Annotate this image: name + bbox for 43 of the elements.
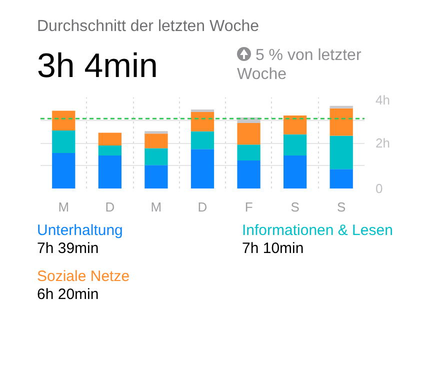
x-tick-label: M [58,199,70,214]
x-tick-label: S [337,199,346,214]
bar [330,108,353,136]
y-tick-label: 0 [376,180,383,196]
bar [284,155,307,188]
text: Soziale Netze [37,268,130,286]
bar [144,148,168,166]
x-tick-label: D [105,199,115,214]
x-tick-label: M [150,199,162,214]
bar [330,136,353,170]
bar [98,145,122,156]
x-tick-label: S [290,199,300,214]
bar [144,165,168,188]
bar [52,152,76,188]
bar [190,110,214,112]
bar [237,160,260,188]
bar [98,155,122,188]
text: 7h 39min [37,240,100,258]
bar [144,131,168,134]
text: Informationen & Lesen [242,222,393,240]
bar [330,106,353,108]
text: 6h 20min [37,286,100,304]
bar [237,122,260,145]
bar [190,112,214,132]
bar [330,169,353,188]
bar [284,115,307,134]
bar [190,149,214,188]
text: Unterhaltung [37,222,123,240]
bar [144,134,168,148]
chart-title: Durchschnitt der letzten Woche [37,17,260,36]
bar [52,110,76,130]
text: 7h 10min [242,240,305,258]
x-tick-label: F [244,199,253,214]
bar [237,144,260,160]
chart-subtitle: 3h 4min [37,46,158,87]
text: 5 % von letzter Woche [237,46,362,85]
bar [52,130,76,153]
bar [284,134,307,156]
bar [98,132,122,146]
x-tick-label: D [198,199,208,214]
y-tick-label: 4h [376,92,390,108]
y-tick-label: 2h [376,135,390,150]
bar [190,131,214,150]
